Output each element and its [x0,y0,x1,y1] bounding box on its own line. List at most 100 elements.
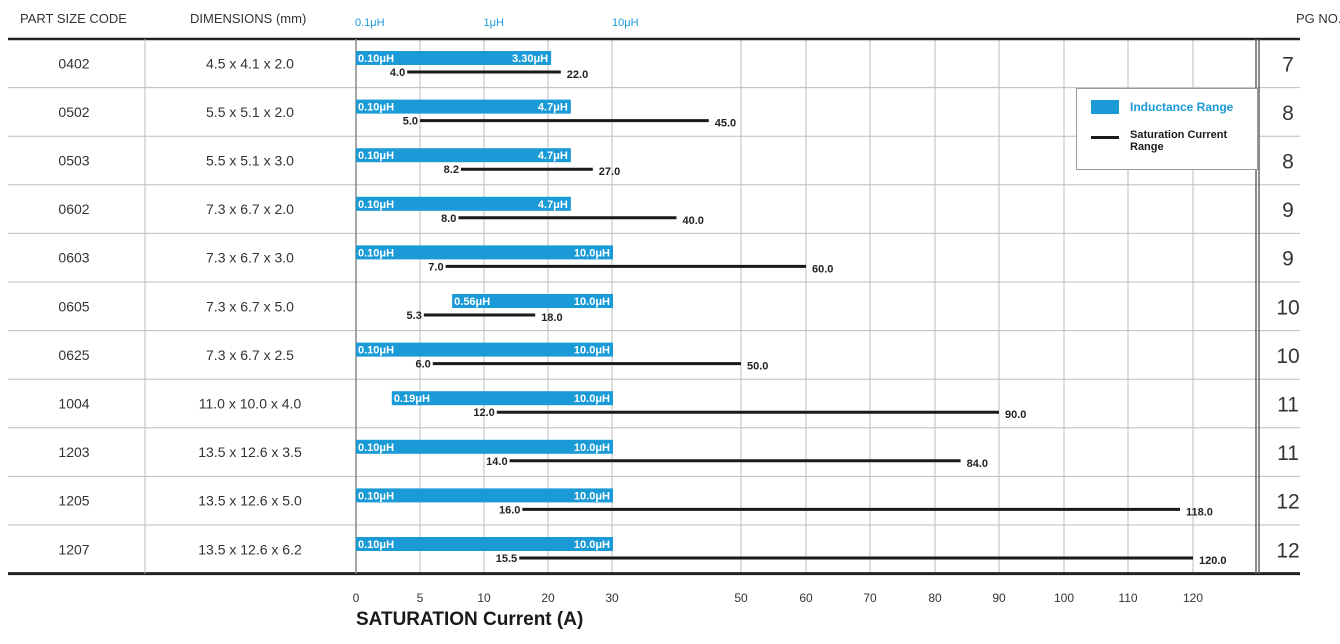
inductance-bar [391,391,613,406]
dimensions-cell: 7.3 x 6.7 x 2.5 [206,347,294,363]
dimensions-cell: 5.5 x 5.1 x 3.0 [206,153,294,169]
inductance-tick-label: 10μH [612,17,639,29]
chart-legend: Inductance Range Saturation Current Rang… [1076,88,1258,170]
inductance-min-label: 0.10μH [358,442,394,454]
current-tick-label: 70 [863,591,877,605]
current-max-label: 27.0 [599,166,620,178]
current-max-label: 40.0 [683,215,704,227]
page-number-cell: 8 [1282,102,1294,125]
inductance-min-label: 0.10μH [358,247,394,259]
current-max-label: 60.0 [812,263,833,275]
header-part-size-code: PART SIZE CODE [20,11,127,26]
current-min-label: 12.0 [473,407,494,419]
dimensions-cell: 5.5 x 5.1 x 2.0 [206,104,294,120]
current-tick-label: 5 [417,591,424,605]
part-size-code-cell: 0603 [58,250,89,266]
current-max-label: 22.0 [567,69,588,81]
current-tick-label: 30 [605,591,619,605]
inductance-min-label: 0.10μH [358,539,394,551]
current-min-label: 5.3 [407,310,422,322]
current-tick-label: 120 [1183,591,1203,605]
current-tick-label: 10 [477,591,491,605]
inductance-max-label: 10.0μH [574,490,610,502]
current-tick-label: 100 [1054,591,1074,605]
inductance-min-label: 0.19μH [394,393,430,405]
inductance-min-label: 0.10μH [358,199,394,211]
dimensions-cell: 7.3 x 6.7 x 3.0 [206,250,294,266]
page-number-cell: 12 [1276,539,1299,562]
header-dimensions: DIMENSIONS (mm) [190,11,307,26]
inductance-swatch [1091,100,1119,114]
inductance-min-label: 0.10μH [358,53,394,65]
current-tick-label: 60 [799,591,813,605]
current-tick-label: 110 [1118,591,1137,605]
current-min-label: 14.0 [486,456,507,468]
current-max-label: 118.0 [1186,506,1213,518]
dimensions-cell: 13.5 x 12.6 x 5.0 [198,493,302,509]
inductance-max-label: 10.0μH [574,393,610,405]
x-axis-title: SATURATION Current (A) [356,609,584,630]
inductance-min-label: 0.56μH [454,296,490,308]
current-tick-label: 50 [734,591,748,605]
current-min-label: 15.5 [496,553,517,565]
current-max-label: 45.0 [715,118,736,130]
page-number-cell: 12 [1276,491,1299,514]
inductance-max-label: 4.7μH [538,150,568,162]
current-min-label: 4.0 [390,67,405,79]
inductance-bar [356,148,571,163]
inductance-max-label: 10.0μH [574,247,610,259]
page-number-cell: 11 [1277,442,1299,465]
inductance-bar [452,294,613,308]
current-min-label: 7.0 [428,261,443,273]
page-number-cell: 9 [1282,199,1294,222]
part-size-code-cell: 1207 [58,541,89,557]
dimensions-cell: 7.3 x 6.7 x 2.0 [206,201,294,217]
inductance-bar [356,488,613,503]
part-size-code-cell: 1205 [58,493,89,509]
inductance-tick-label: 0.1μH [355,17,385,29]
current-max-label: 84.0 [967,458,988,470]
current-line-swatch [1091,136,1119,139]
dimensions-cell: 7.3 x 6.7 x 5.0 [206,298,294,314]
inductance-bar [356,245,613,260]
part-size-code-cell: 0605 [58,298,89,314]
current-tick-label: 80 [928,591,942,605]
page-number-cell: 9 [1282,248,1294,271]
dimensions-cell: 11.0 x 10.0 x 4.0 [199,396,302,412]
part-size-code-cell: 0402 [58,55,89,71]
current-tick-label: 20 [541,591,555,605]
current-tick-label: 90 [992,591,1006,605]
dimensions-cell: 4.5 x 4.1 x 2.0 [206,55,294,71]
current-max-label: 90.0 [1005,409,1026,421]
part-size-code-cell: 0502 [58,104,89,120]
inductance-max-label: 4.7μH [538,199,568,211]
header-pg-no: PG NO. [1296,11,1340,26]
inductance-max-label: 10.0μH [574,539,610,551]
inductance-min-label: 0.10μH [358,345,394,357]
current-min-label: 8.0 [441,213,456,225]
inductance-bar [356,342,613,357]
inductance-tick-label: 1μH [484,17,504,29]
current-min-label: 6.0 [416,359,431,371]
page-number-cell: 8 [1282,151,1294,174]
inductance-bar [356,51,552,65]
inductance-max-label: 4.7μH [538,102,568,114]
dimensions-cell: 13.5 x 12.6 x 3.5 [198,444,302,460]
page-number-cell: 10 [1276,345,1299,368]
inductance-max-label: 10.0μH [574,296,610,308]
inductance-min-label: 0.10μH [358,102,394,114]
legend-current-label: Saturation Current Range [1130,129,1228,153]
inductance-min-label: 0.10μH [358,490,394,502]
inductance-max-label: 10.0μH [574,442,610,454]
legend-inductance-label: Inductance Range [1130,100,1234,114]
dimensions-cell: 13.5 x 12.6 x 6.2 [198,541,302,557]
page-number-cell: 10 [1276,296,1299,319]
current-tick-label: 0 [353,591,360,605]
part-size-code-cell: 0625 [58,347,89,363]
inductance-min-label: 0.10μH [358,150,394,162]
inductance-bar [356,537,613,551]
inductance-bar [356,196,571,211]
current-min-label: 8.2 [444,164,459,176]
part-size-code-cell: 0503 [58,153,89,169]
